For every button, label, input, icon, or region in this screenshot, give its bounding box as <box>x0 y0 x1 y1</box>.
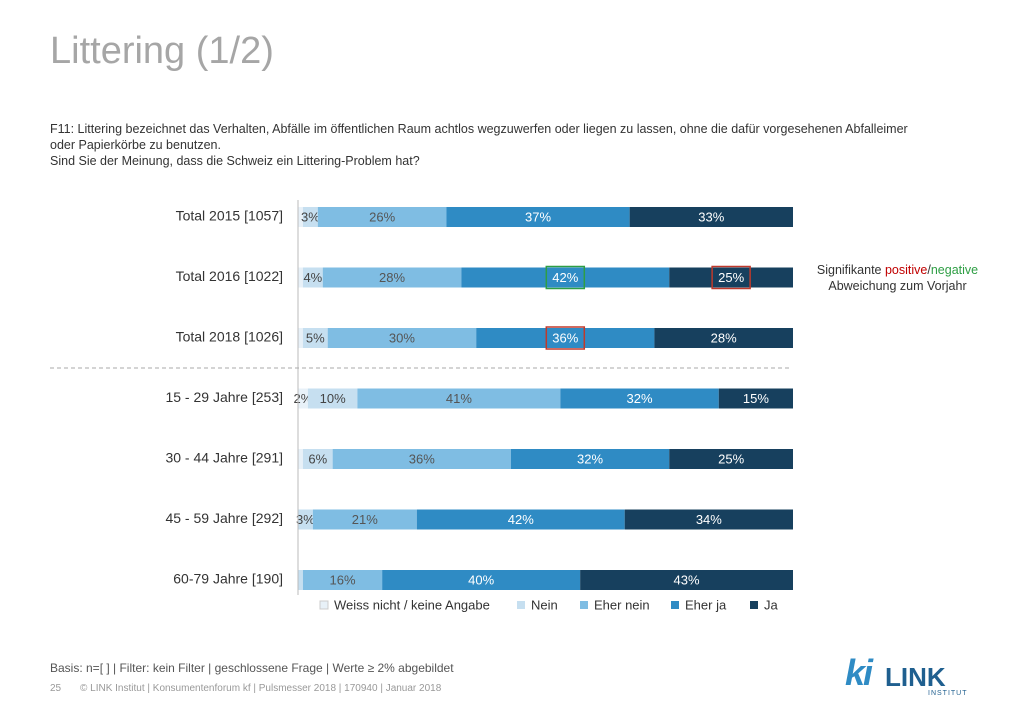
bar-segment <box>298 207 303 227</box>
significance-box <box>545 326 586 350</box>
bar-segment <box>302 449 333 469</box>
value-label: 36% <box>552 330 578 345</box>
bar-segment <box>317 207 447 227</box>
category-label: 30 - 44 Jahre [291] <box>165 450 283 466</box>
category-label: Total 2018 [1026] <box>176 329 283 345</box>
value-label: 43% <box>674 572 700 587</box>
bar-segment <box>298 449 303 469</box>
question-line: Sind Sie der Meinung, dass die Schweiz e… <box>50 154 420 168</box>
value-label: 6% <box>308 451 327 466</box>
value-label: 32% <box>577 451 603 466</box>
copyright: © LINK Institut | Konsumentenforum kf | … <box>80 683 442 694</box>
value-label: 36% <box>409 451 435 466</box>
value-label: 25% <box>718 270 744 285</box>
value-label: 3% <box>301 209 320 224</box>
bar-segment <box>312 509 417 530</box>
value-label: 28% <box>379 270 405 285</box>
value-label: 5% <box>306 330 325 345</box>
basis: Basis: n=[ ] | Filter: kein Filter | ges… <box>50 661 454 675</box>
legend-label: Nein <box>531 597 558 612</box>
page-number: 25 <box>50 683 62 694</box>
bar-segment <box>510 449 670 469</box>
bar-segment <box>629 207 793 227</box>
category-label: Total 2015 [1057] <box>176 208 283 224</box>
bar-segment <box>446 207 630 227</box>
bar-segment <box>669 267 793 288</box>
bar-segment <box>298 570 303 590</box>
logo-mark: ki <box>845 652 873 693</box>
bar-segment <box>654 328 793 348</box>
value-label: 28% <box>711 330 737 345</box>
bar-segment <box>382 570 581 590</box>
legend-swatch <box>750 601 758 609</box>
legend-label: Eher nein <box>594 597 650 612</box>
question: F11: Littering bezeichnet das Verhalten,… <box>50 121 908 169</box>
legend-swatch <box>517 601 525 609</box>
value-label: 42% <box>508 512 534 527</box>
category-label: 60-79 Jahre [190] <box>173 571 283 587</box>
bar-segment <box>327 328 477 348</box>
bar-segment <box>302 267 323 288</box>
bar-segment <box>307 388 358 409</box>
bar-segment <box>357 388 561 409</box>
bar-segment <box>476 328 655 348</box>
value-label: 10% <box>320 391 346 406</box>
legend-swatch <box>319 600 329 610</box>
legend-label: Eher ja <box>685 597 727 612</box>
value-label: 4% <box>303 270 322 285</box>
bar-segment <box>298 267 303 288</box>
value-label: 21% <box>352 512 378 527</box>
value-label: 3% <box>296 512 315 527</box>
bar-segment <box>302 570 383 590</box>
value-label: 15% <box>743 391 769 406</box>
note-negative: negative <box>930 263 979 277</box>
note-separator: / <box>927 263 931 277</box>
logo-sub: INSTITUT <box>928 690 968 697</box>
significance-box <box>545 265 586 290</box>
bar-segment <box>302 328 328 348</box>
value-label: 40% <box>468 572 494 587</box>
bar-segment <box>580 570 793 590</box>
bar-segment <box>669 449 793 469</box>
value-label: 32% <box>627 391 653 406</box>
question-line: F11: Littering bezeichnet das Verhalten,… <box>50 122 908 136</box>
bar-segment <box>332 449 511 469</box>
legend-swatch <box>580 601 588 609</box>
legend-label: Weiss nicht / keine Angabe <box>334 597 490 612</box>
value-label: 16% <box>330 572 356 587</box>
title: Littering (1/2) <box>50 30 274 72</box>
bar-segment <box>624 509 793 530</box>
category-label: Total 2016 [1022] <box>176 268 283 284</box>
value-label: 25% <box>718 451 744 466</box>
significance-box <box>711 265 751 290</box>
bar-segment <box>416 509 625 530</box>
value-label: 34% <box>696 512 722 527</box>
value-label: 37% <box>525 209 551 224</box>
bar-segment <box>298 509 313 530</box>
significance-note: Signifikante positive/negative Abweichun… <box>800 262 995 294</box>
value-label: 26% <box>369 209 395 224</box>
bar-segment <box>560 388 719 409</box>
bar-segment <box>718 388 793 409</box>
legend-swatch <box>671 601 679 609</box>
question-line: oder Papierkörbe zu benutzen. <box>50 138 221 152</box>
note-text: Signifikante <box>816 263 882 277</box>
bar-segment <box>298 328 303 348</box>
logo-name: LINK <box>885 662 946 692</box>
note-positive: positive <box>884 263 928 277</box>
legend-label: Ja <box>764 597 779 612</box>
category-label: 15 - 29 Jahre [253] <box>165 389 283 405</box>
bar-segment <box>298 388 308 409</box>
bar-segment <box>322 267 462 288</box>
note-text: Abweichung zum Vorjahr <box>828 279 967 293</box>
bar-segment <box>302 207 318 227</box>
value-label: 33% <box>698 209 724 224</box>
value-label: 41% <box>446 391 472 406</box>
category-label: 45 - 59 Jahre [292] <box>165 510 283 526</box>
value-label: 42% <box>552 270 578 285</box>
bar-segment <box>461 267 670 288</box>
value-label: 30% <box>389 330 415 345</box>
